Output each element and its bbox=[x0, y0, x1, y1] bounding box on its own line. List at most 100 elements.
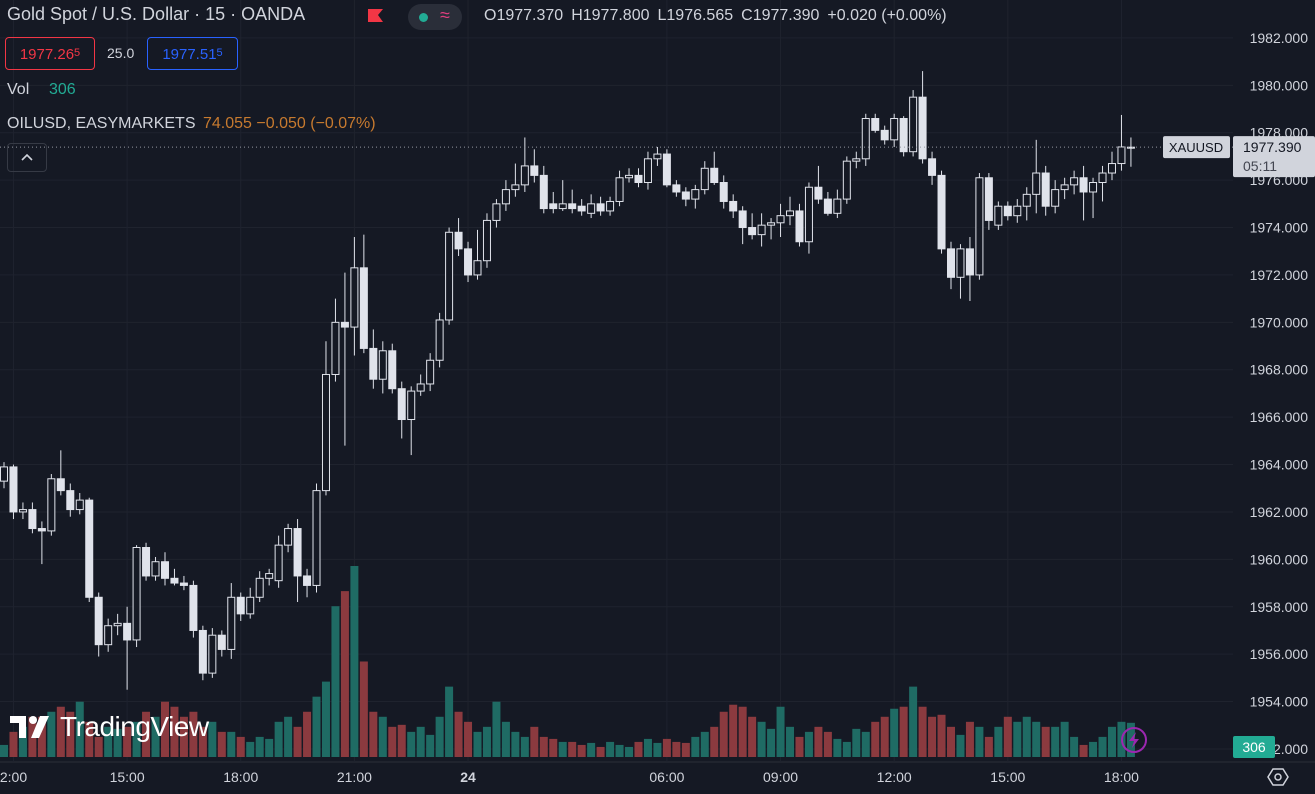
candle-body bbox=[331, 321, 340, 375]
volume-bar bbox=[928, 716, 937, 757]
volume-bar bbox=[407, 731, 416, 757]
ask-button[interactable]: 1977.515 bbox=[147, 37, 238, 70]
volume-bar bbox=[615, 744, 624, 757]
volume-bar bbox=[710, 726, 719, 757]
volume-bar bbox=[511, 731, 520, 757]
candle-body bbox=[833, 198, 842, 214]
volume-bar bbox=[303, 711, 312, 757]
volume-bar bbox=[454, 711, 463, 757]
volume-bar bbox=[473, 731, 482, 757]
candle-body bbox=[378, 350, 387, 380]
flag-icon bbox=[368, 9, 383, 22]
volume-bar bbox=[1070, 736, 1079, 757]
candle-body bbox=[265, 573, 274, 579]
candle-body bbox=[1003, 205, 1012, 217]
candle-body bbox=[975, 177, 984, 276]
candle-body bbox=[312, 490, 321, 586]
price-tag: 1977.390 bbox=[1243, 139, 1302, 155]
x-tick-label: 18:00 bbox=[223, 769, 258, 785]
settings-button[interactable] bbox=[1267, 766, 1289, 788]
candle-body bbox=[899, 118, 908, 153]
candle-body bbox=[672, 184, 681, 193]
volume-bar bbox=[1022, 716, 1031, 757]
candle-body bbox=[587, 203, 596, 214]
candle-body bbox=[217, 634, 226, 650]
volume-bar bbox=[1089, 741, 1098, 757]
spread: 25.0 bbox=[107, 45, 135, 61]
candle-body bbox=[1060, 184, 1069, 191]
candle-body bbox=[426, 359, 435, 385]
candle-body bbox=[113, 622, 122, 627]
volume-bar bbox=[1051, 726, 1060, 757]
candle-body bbox=[85, 499, 94, 598]
volume-bar bbox=[558, 741, 567, 757]
candle-body bbox=[198, 629, 207, 674]
candle-body bbox=[454, 231, 463, 250]
candle-body bbox=[1126, 146, 1135, 149]
candle-body bbox=[1117, 146, 1126, 165]
volume-bar bbox=[776, 706, 785, 757]
candle-body bbox=[520, 165, 529, 186]
candle-body bbox=[549, 203, 558, 210]
volume-bar bbox=[1003, 716, 1012, 757]
candle-body bbox=[123, 622, 132, 641]
volume-bar bbox=[757, 721, 766, 757]
volume-bar bbox=[94, 736, 103, 757]
volume-bar bbox=[151, 716, 160, 757]
candle-body bbox=[208, 634, 217, 674]
candle-body bbox=[0, 466, 8, 482]
candle-body bbox=[1041, 172, 1050, 207]
candle-body bbox=[445, 231, 454, 321]
x-tick-label: 09:00 bbox=[763, 769, 798, 785]
status-pill[interactable]: ≈ bbox=[408, 4, 462, 30]
volume-bar bbox=[530, 726, 539, 757]
candle-body bbox=[596, 203, 605, 212]
y-tick-label: 1954.000 bbox=[1250, 694, 1309, 710]
candle-body bbox=[937, 174, 946, 250]
volume-bar bbox=[255, 736, 264, 757]
collapse-button[interactable] bbox=[7, 143, 47, 172]
candle-body bbox=[9, 466, 18, 513]
volume-bar bbox=[852, 728, 861, 757]
volume-bar bbox=[189, 711, 198, 757]
ohlc-key: C bbox=[741, 7, 753, 24]
volume-bar bbox=[539, 736, 548, 757]
volume-bar bbox=[1098, 736, 1107, 757]
candle-body bbox=[918, 96, 927, 160]
symbol-tag-bg bbox=[1163, 136, 1230, 159]
x-tick-label: 15:00 bbox=[110, 769, 145, 785]
candle-body bbox=[909, 96, 918, 153]
volume-bar bbox=[1013, 721, 1022, 757]
bid-button[interactable]: 1977.265 bbox=[5, 37, 95, 70]
candle-body bbox=[691, 189, 700, 200]
volume-bar bbox=[123, 726, 132, 757]
volume-bar bbox=[1107, 726, 1116, 757]
candle-body bbox=[890, 118, 899, 141]
volume-bar bbox=[842, 741, 851, 757]
x-tick-label: 15:00 bbox=[990, 769, 1025, 785]
volume-bar bbox=[179, 716, 188, 757]
volume-bar bbox=[909, 686, 918, 757]
y-tick-label: 1956.000 bbox=[1250, 646, 1309, 662]
candle-body bbox=[511, 184, 520, 191]
volume-bar bbox=[625, 746, 634, 757]
volume-bar bbox=[85, 721, 94, 757]
change: +0.020 (+0.00%) bbox=[827, 7, 947, 24]
volume-bar bbox=[1032, 721, 1041, 757]
lightning-button[interactable] bbox=[1120, 726, 1148, 754]
candle-body bbox=[179, 582, 188, 586]
volume-bar bbox=[577, 744, 586, 757]
chart-title: Gold Spot / U.S. Dollar · 15 · OANDA bbox=[7, 4, 306, 24]
candle-body bbox=[539, 174, 548, 210]
candle-body bbox=[606, 200, 615, 212]
x-tick-label: 2:00 bbox=[0, 769, 27, 785]
candle-body bbox=[767, 222, 776, 226]
volume-bar bbox=[947, 726, 955, 757]
candle-body bbox=[104, 625, 113, 646]
candle-body bbox=[615, 177, 624, 202]
volume-bar bbox=[66, 711, 75, 757]
volume-bar bbox=[501, 721, 510, 757]
volume-bar bbox=[833, 738, 842, 757]
volume-bar bbox=[786, 726, 795, 757]
